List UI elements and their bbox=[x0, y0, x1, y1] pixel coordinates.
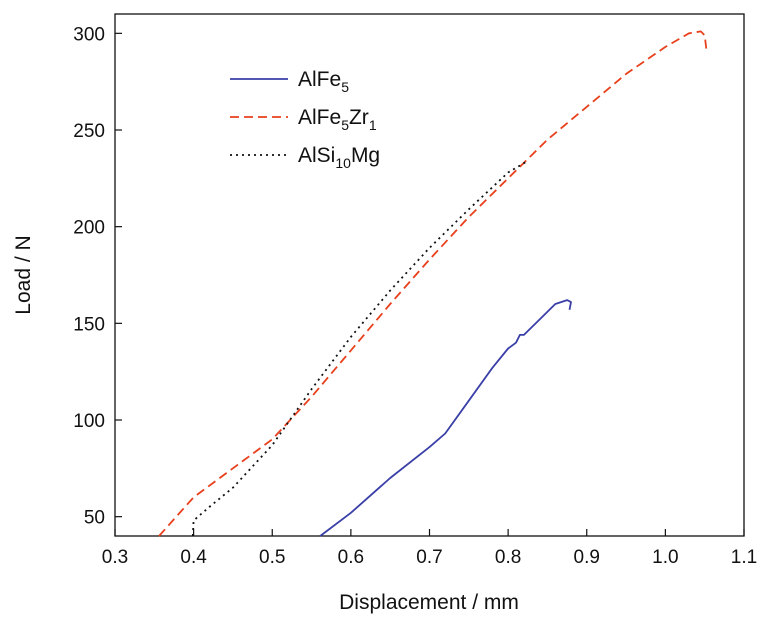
y-tick-label: 300 bbox=[73, 24, 105, 45]
x-tick-label: 1.0 bbox=[652, 547, 678, 568]
series-line-0 bbox=[319, 299, 572, 537]
legend: AlFe5 AlFe5Zr1 AlSi10Mg bbox=[230, 68, 380, 171]
x-tick-label: 0.5 bbox=[259, 547, 285, 568]
y-axis-title: Load / N bbox=[12, 235, 35, 314]
x-tick-label: 0.9 bbox=[574, 547, 600, 568]
legend-entry-label: AlFe5Zr1 bbox=[298, 106, 377, 133]
x-tick-label: 0.8 bbox=[495, 547, 521, 568]
series-line-2 bbox=[191, 160, 529, 537]
legend-entry-label: AlSi10Mg bbox=[298, 144, 380, 171]
y-tick-label: 250 bbox=[73, 121, 105, 142]
axis-ticks: 0.3 0.4 0.5 0.6 0.7 0.8 0.9 1.0 1.1 50 100 150 200 25… bbox=[73, 24, 757, 568]
y-tick-label: 100 bbox=[73, 411, 105, 432]
x-tick-label: 0.6 bbox=[338, 547, 364, 568]
y-tick-label: 200 bbox=[73, 218, 105, 239]
x-tick-label: 1.1 bbox=[731, 547, 757, 568]
legend-entry-label: AlFe5 bbox=[298, 68, 349, 95]
series-line-1 bbox=[158, 30, 708, 537]
plot-frame bbox=[114, 13, 745, 537]
series-layer bbox=[158, 30, 708, 537]
x-axis-title: Displacement / mm bbox=[339, 591, 519, 614]
x-tick-label: 0.7 bbox=[416, 547, 442, 568]
x-tick-label: 0.4 bbox=[180, 547, 207, 568]
y-tick-label: 150 bbox=[73, 314, 105, 335]
y-tick-label: 50 bbox=[84, 508, 105, 529]
x-tick-label: 0.3 bbox=[102, 547, 128, 568]
